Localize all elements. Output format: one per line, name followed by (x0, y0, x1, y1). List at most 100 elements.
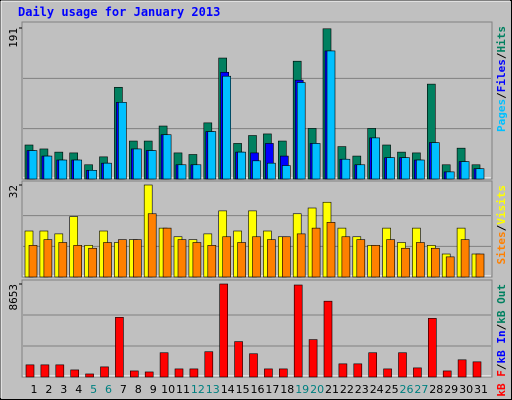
x-tick-label: 16 (251, 383, 265, 396)
bar (103, 242, 112, 278)
bar (398, 352, 407, 378)
bar (386, 157, 395, 180)
bar (207, 245, 217, 278)
legend-entry: kB Out (495, 284, 508, 324)
bar (475, 168, 485, 180)
bar (85, 373, 94, 378)
bar (118, 102, 127, 180)
bar (58, 242, 68, 278)
chart-title: Daily usage for January 2013 (18, 5, 220, 19)
bar (252, 160, 261, 180)
legend: Pages/Files/Hits (495, 26, 508, 132)
bar (133, 148, 142, 180)
bar (427, 318, 437, 378)
bar (234, 341, 243, 378)
y-tick-label: 8653 (7, 284, 20, 311)
x-tick-label: 9 (150, 383, 157, 396)
bar (192, 242, 202, 278)
bar (442, 370, 452, 378)
legend-entry: Files (495, 59, 508, 92)
bar (371, 245, 381, 278)
x-tick-label: 31 (474, 383, 488, 396)
bar (43, 155, 53, 180)
bar (460, 161, 470, 180)
bar (401, 157, 410, 180)
bar (28, 245, 38, 278)
y-tick-label: 32 (7, 185, 20, 198)
x-tick-label: 25 (385, 383, 399, 396)
bar (356, 239, 366, 278)
x-tick-label: 14 (221, 383, 235, 396)
legend-entry: Sites (495, 231, 508, 264)
bar (353, 363, 363, 378)
bar (115, 317, 124, 378)
bar (177, 164, 187, 180)
x-tick-label: 13 (206, 383, 220, 396)
bar (267, 239, 276, 278)
bar (144, 371, 154, 378)
x-tick-label: 26 (400, 383, 414, 396)
bar (237, 242, 246, 278)
legend-separator: / (495, 92, 508, 99)
bar (222, 75, 231, 180)
x-tick-label: 7 (120, 383, 127, 396)
bar (430, 247, 440, 278)
bar (416, 159, 425, 180)
bar (341, 158, 351, 180)
x-tick-label: 23 (355, 383, 369, 396)
bar (219, 283, 228, 378)
bar (296, 233, 306, 278)
bar (192, 164, 202, 180)
x-tick-label: 2 (45, 383, 52, 396)
x-tick-label: 6 (105, 383, 112, 396)
x-tick-label: 28 (429, 383, 443, 396)
legend-entry: kB In (495, 330, 508, 363)
x-tick-label: 4 (75, 383, 82, 396)
bar (323, 300, 333, 378)
bar (73, 159, 82, 180)
bar (311, 143, 321, 180)
legend-entry: Pages (495, 99, 508, 132)
bar (264, 368, 273, 378)
bar (341, 236, 351, 278)
legend-entry: Hits (495, 26, 508, 53)
bar (88, 247, 97, 278)
bar (326, 50, 336, 180)
x-tick-label: 22 (340, 383, 354, 396)
x-tick-label: 10 (161, 383, 175, 396)
bar (70, 369, 79, 378)
bar (386, 239, 395, 278)
x-tick-label: 21 (325, 383, 339, 396)
bar (222, 236, 231, 278)
bar (267, 162, 276, 180)
bar (460, 239, 470, 278)
legend: kB F/kB In/kB Out (495, 284, 508, 397)
x-tick-label: 3 (60, 383, 67, 396)
bar (100, 366, 109, 378)
x-tick-label: 15 (236, 383, 250, 396)
bar (189, 368, 199, 378)
bar (338, 363, 348, 378)
bar (174, 368, 184, 378)
x-tick-label: 18 (280, 383, 294, 396)
bar (472, 361, 482, 378)
bar (308, 339, 318, 378)
bar (293, 284, 303, 378)
bar (237, 151, 246, 180)
bar (147, 213, 157, 278)
x-tick-label: 1 (31, 383, 38, 396)
bar (58, 159, 68, 180)
legend-separator: / (495, 363, 508, 370)
bar (371, 137, 381, 180)
legend-entry: Visits (495, 185, 508, 225)
x-tick-label: 30 (459, 383, 473, 396)
bar (162, 227, 172, 278)
bar (103, 162, 112, 180)
bar (356, 164, 366, 180)
x-tick-label: 11 (176, 383, 190, 396)
bar (281, 236, 291, 278)
bar (383, 368, 392, 378)
x-tick-label: 5 (90, 383, 97, 396)
